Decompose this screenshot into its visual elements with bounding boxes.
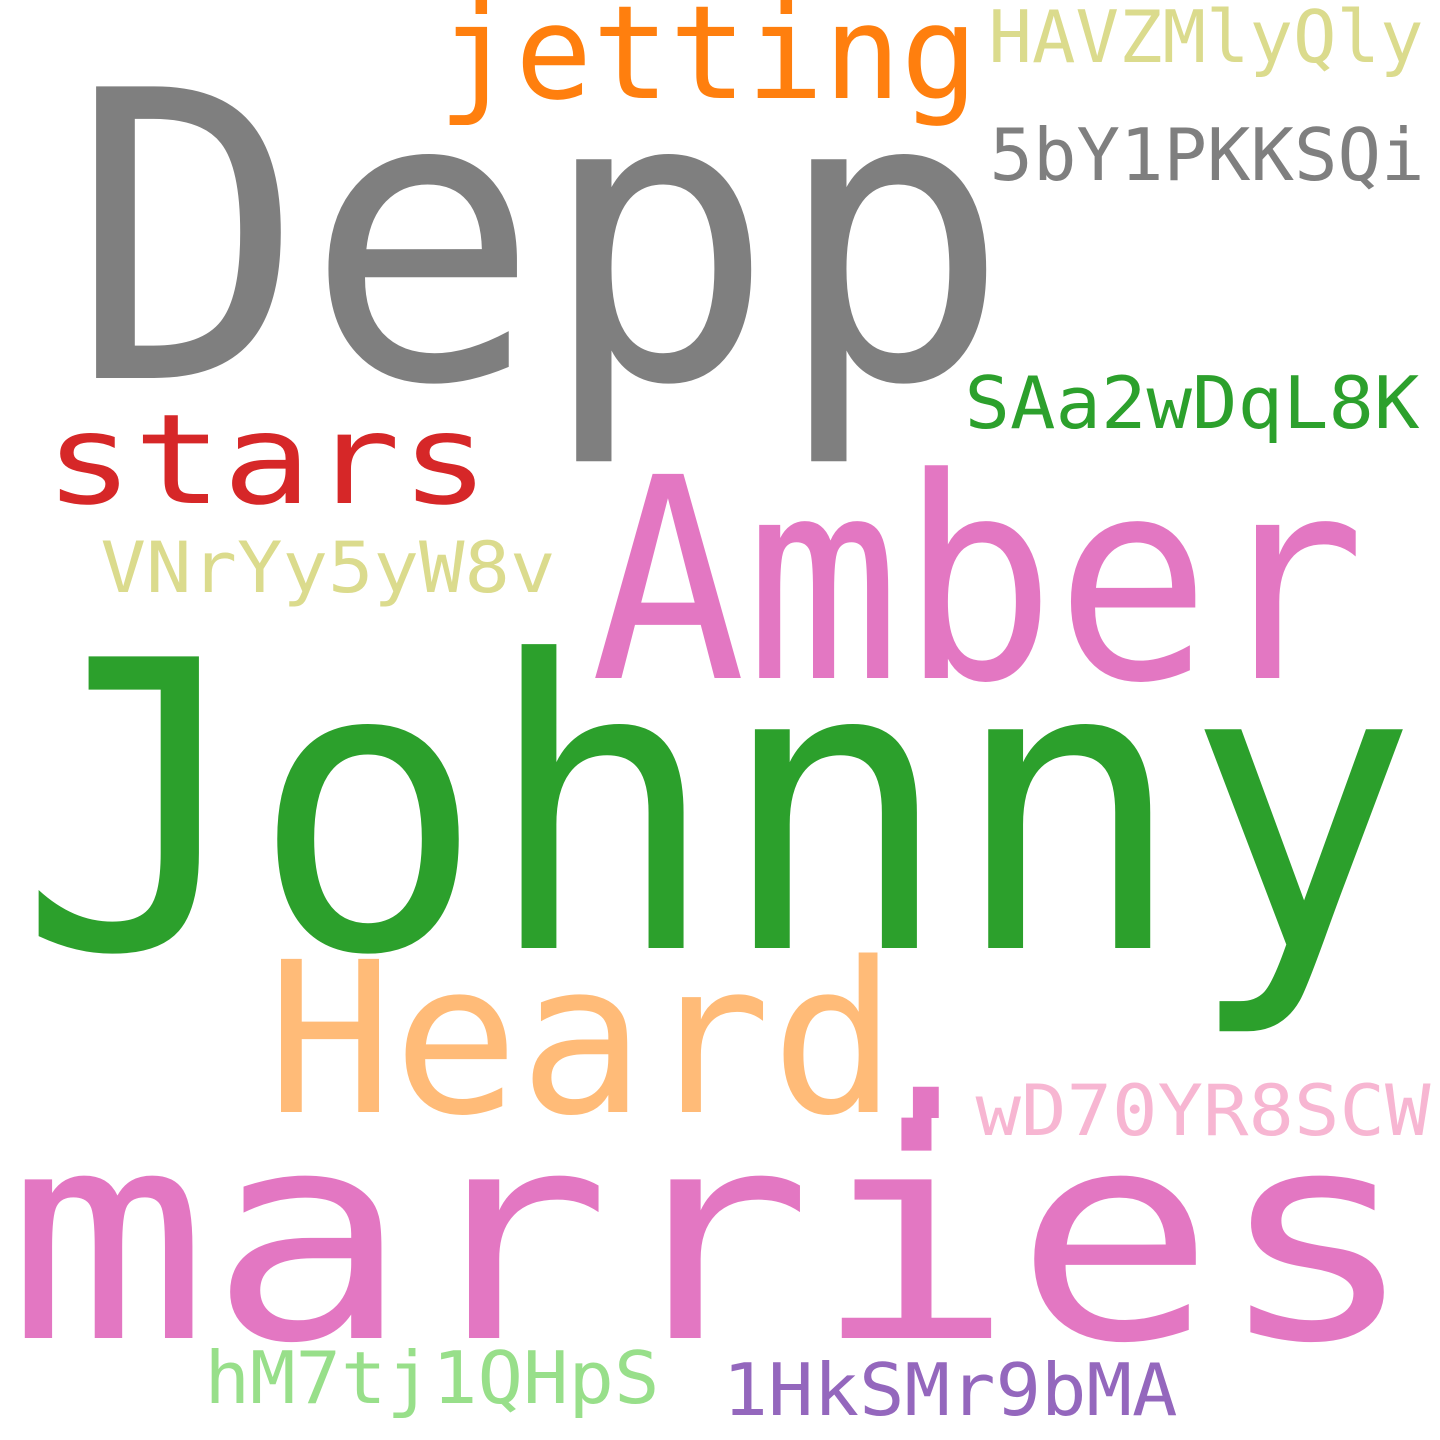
word-1hksmr9bma: 1HkSMr9bMA bbox=[723, 1348, 1178, 1432]
word-depp: Depp bbox=[70, 8, 1010, 473]
word-hm7tj1qhps: hM7tj1QHpS bbox=[205, 1336, 660, 1420]
word-period: . bbox=[863, 923, 989, 1168]
word-jetting: jetting bbox=[438, 0, 978, 129]
word-havzmlyqly: HAVZMlyQly bbox=[989, 0, 1424, 79]
word-5by1pkksqi: 5bY1PKKSQi bbox=[990, 113, 1425, 197]
word-wd70yr8scw: wD70YR8SCW bbox=[976, 1070, 1432, 1152]
word-stars: stars bbox=[45, 388, 490, 533]
word-amber: Amber bbox=[591, 419, 1366, 745]
word-saa2wdql8k: SAa2wDqL8K bbox=[965, 361, 1421, 445]
word-marries: marries bbox=[7, 1070, 1417, 1407]
word-heard: Heard bbox=[267, 917, 897, 1162]
word-johnny: Johnny bbox=[18, 578, 1418, 1043]
word-vnryy5yw8v: VNrYy5yW8v bbox=[101, 527, 556, 609]
